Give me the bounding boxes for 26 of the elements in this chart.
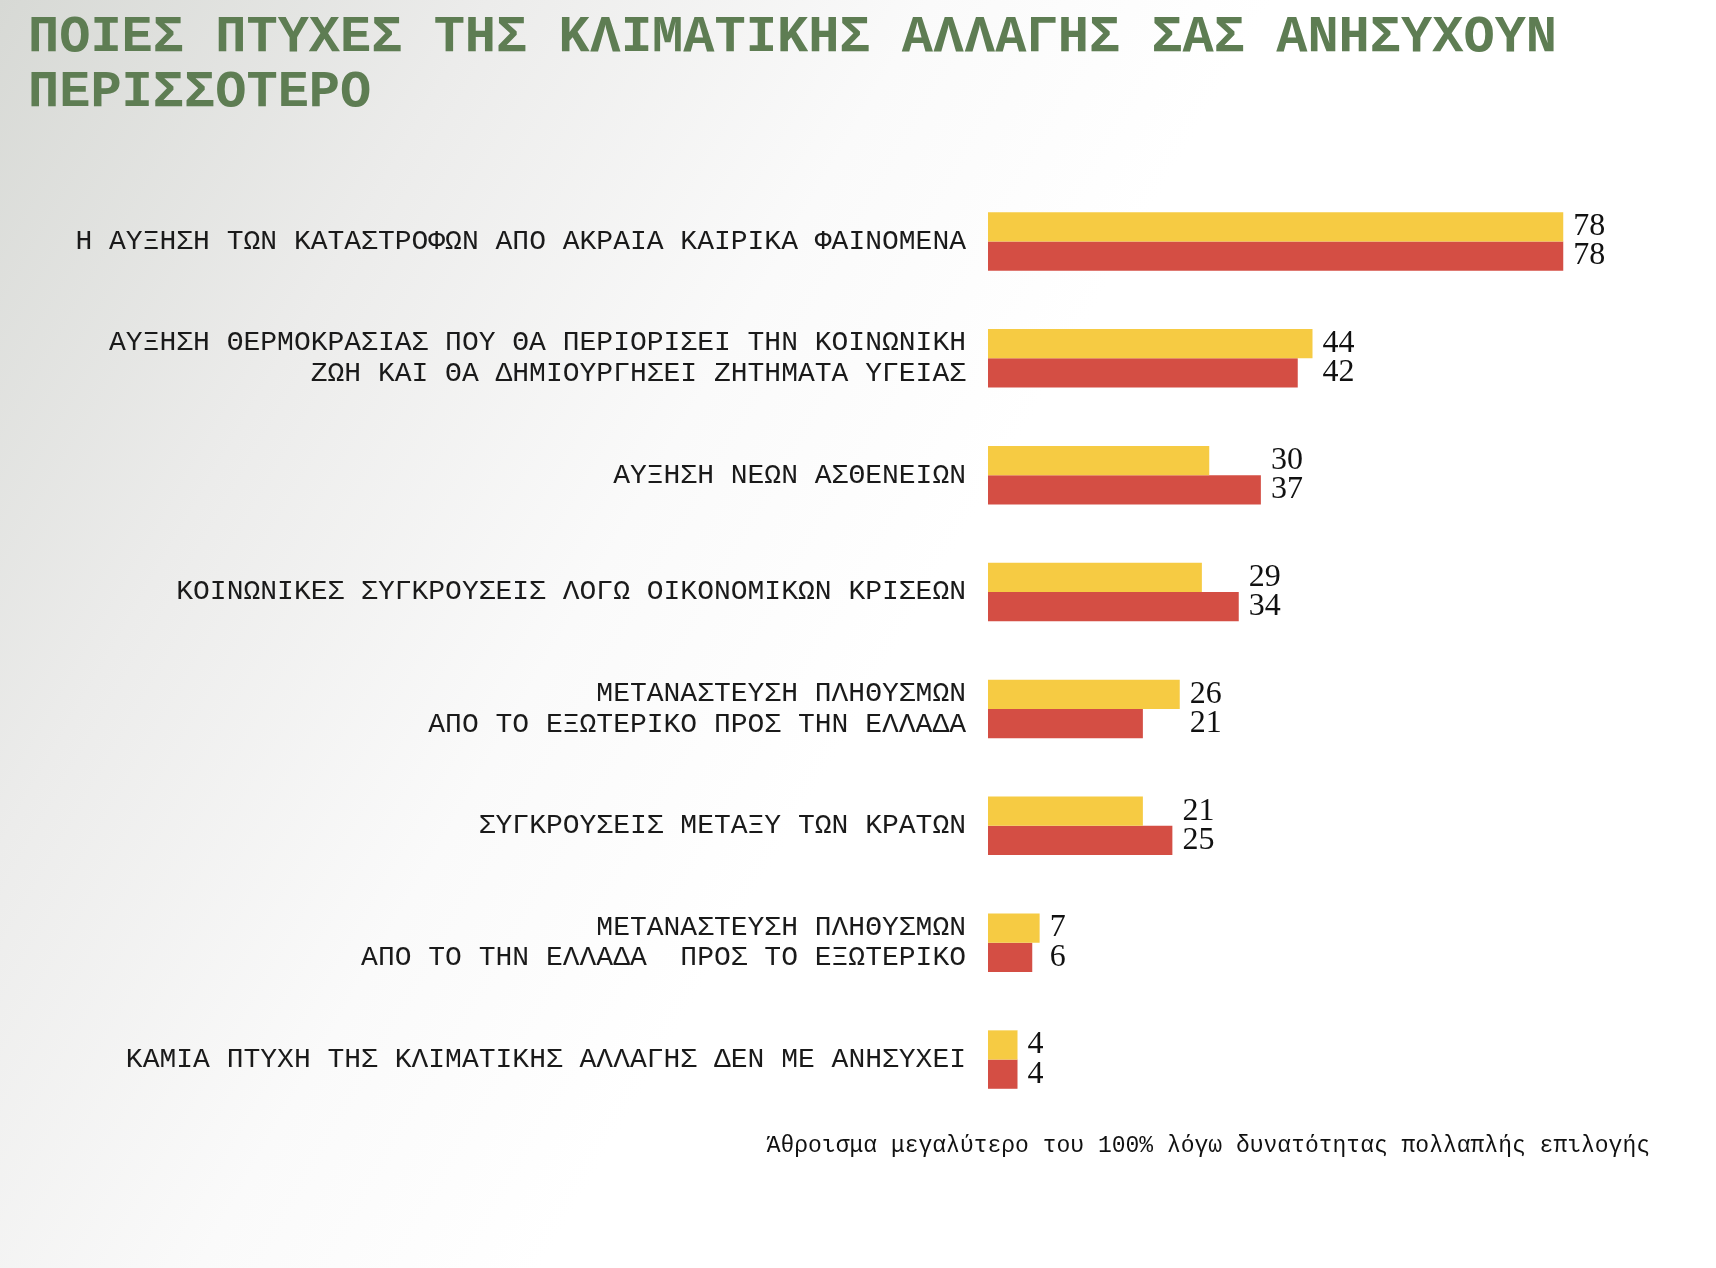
bar <box>988 212 1564 242</box>
bar <box>988 942 1033 972</box>
bar <box>988 708 1143 739</box>
bar <box>988 592 1239 622</box>
bar <box>988 825 1173 856</box>
bar <box>988 796 1143 826</box>
chart-title: ΠΟΙΕΣ ΠΤΥΧΕΣ ΤΗΣ ΚΛΙΜΑΤΙΚΗΣ ΑΛΛΑΓΗΣ ΣΑΣ ΑΝΗΣΥΧΟΥΝ ΠΕΡΙΣΣΟΤΕΡΟ <box>28 8 1559 122</box>
text: Άθροισμα μεγαλύτερο του 100% λόγω δυνατότητας πολλαπλής επιλογής <box>766 1133 1650 1159</box>
bar <box>988 1059 1018 1089</box>
bar <box>988 445 1210 476</box>
bar <box>988 329 1313 359</box>
bar <box>988 475 1261 505</box>
y-tick-label: ΣΥΓΚΡΟΥΣΕΙΣ ΜΕΤΑΞΥ ΤΩΝ ΚΡΑΤΩΝ <box>478 810 966 842</box>
bar <box>988 241 1564 271</box>
bar <box>988 1030 1018 1060</box>
bar <box>988 913 1040 943</box>
y-tick-label: ΜΕΤΑΝΑΣΤΕΥΣΗ ΠΛΗΘΥΣΜΩΝ ΑΠΟ ΤΟ ΤΗΝ ΕΛΛΑΔΑ ΠΡΟΣ ΤΟ ΕΞΩΤΕΡΙΚΟ <box>361 911 966 974</box>
y-tick-label: ΚΑΜΙΑ ΠΤΥΧΗ ΤΗΣ ΚΛΙΜΑΤΙΚΗΣ ΑΛΛΑΓΗΣ ΔΕΝ ΜΕ ΑΝΗΣΥΧΕΙ <box>125 1043 966 1075</box>
y-tick-label: ΑΥΞΗΣΗ ΝΕΩΝ ΑΣΘΕΝΕΙΩΝ <box>613 459 966 491</box>
y-tick-label: ΑΥΞΗΣΗ ΘΕΡΜΟΚΡΑΣΙΑΣ ΠΟΥ ΘΑ ΠΕΡΙΟΡΙΣΕΙ ΤΗΝ ΚΟΙΝΩΝΙΚΗ ΖΩΗ ΚΑΙ ΘΑ ΔΗΜΙΟΥΡΓΗΣΕΙ ΖΗΤΗΜΑΤΑ ΥΓΕΙΑΣ <box>109 327 967 390</box>
bar <box>988 679 1180 709</box>
y-tick-label: ΜΕΤΑΝΑΣΤΕΥΣΗ ΠΛΗΘΥΣΜΩΝ ΑΠΟ ΤΟ ΕΞΩΤΕΡΙΚΟ ΠΡΟΣ ΤΗΝ ΕΛΛΑΔΑ <box>428 677 967 740</box>
y-tick-label: ΚΟΙΝΩΝΙΚΕΣ ΣΥΓΚΡΟΥΣΕΙΣ ΛΟΓΩ ΟΙΚΟΝΟΜΙΚΩΝ ΚΡΙΣΕΩΝ <box>176 576 966 608</box>
y-tick-label: Η ΑΥΞΗΣΗ ΤΩΝ ΚΑΤΑΣΤΡΟΦΩΝ ΑΠΟ ΑΚΡΑΙΑ ΚΑΙΡΙΚΑ ΦΑΙΝΟΜΕΝΑ <box>75 225 967 257</box>
bar <box>988 562 1202 593</box>
bar <box>988 358 1298 388</box>
